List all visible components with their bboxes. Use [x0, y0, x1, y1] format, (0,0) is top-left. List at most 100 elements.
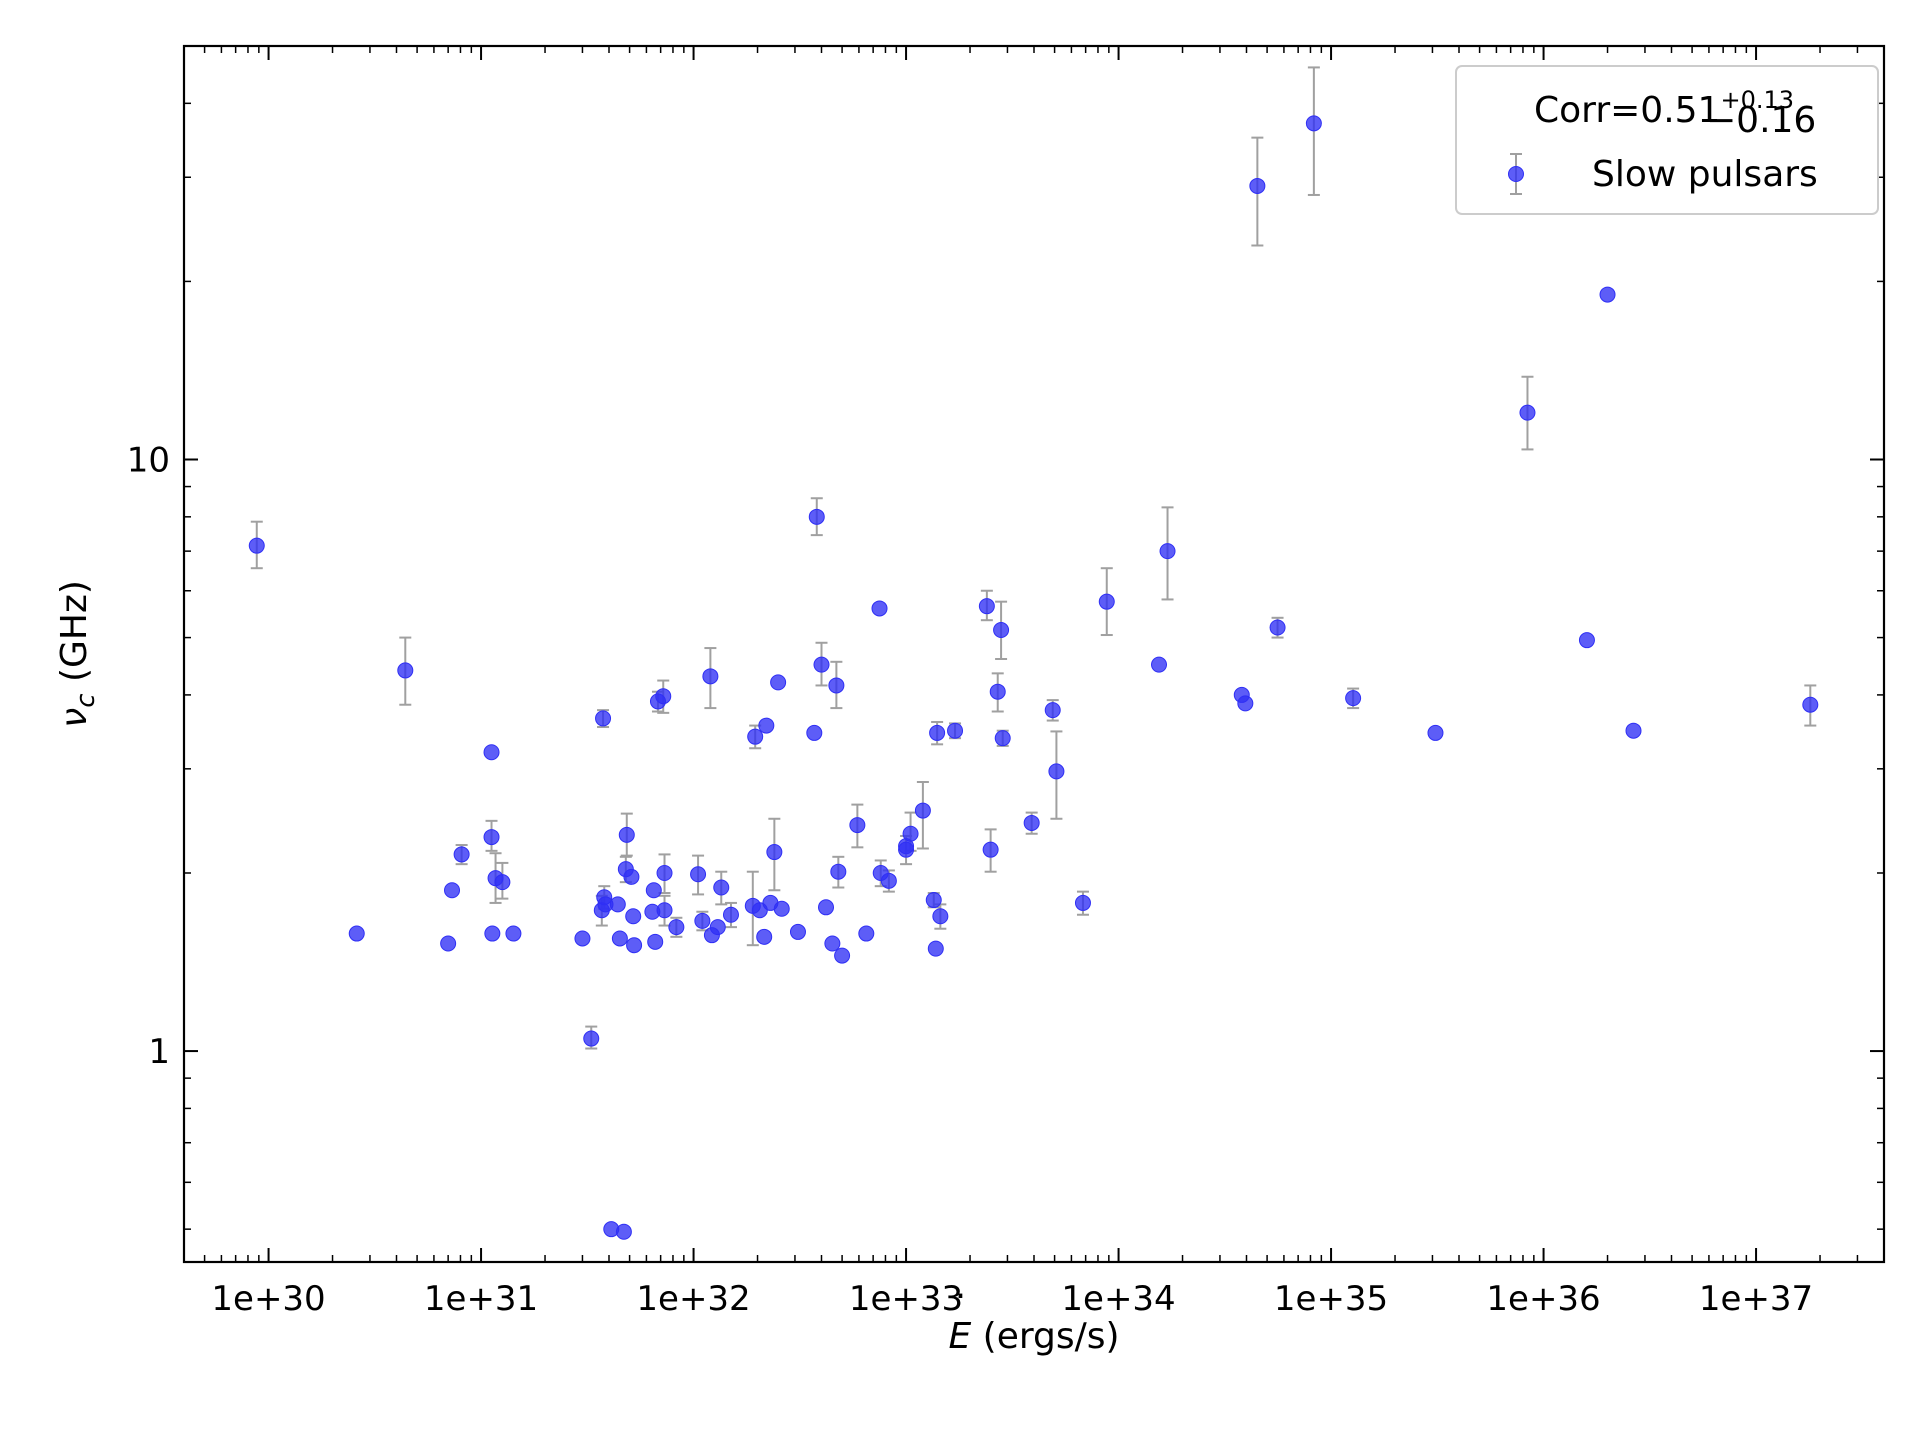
- data-point: [397, 662, 414, 679]
- data-point: [1345, 690, 1362, 707]
- data-point: [505, 925, 522, 942]
- data-point: [483, 744, 500, 761]
- data-point: [1249, 177, 1266, 194]
- data-point: [709, 919, 726, 936]
- y-axis-title-symbol: ν: [54, 708, 95, 728]
- data-point: [766, 844, 783, 861]
- data-point: [978, 598, 995, 615]
- data-point: [1048, 763, 1065, 780]
- data-point: [813, 656, 830, 673]
- data-point: [626, 937, 643, 954]
- data-point: [647, 933, 664, 950]
- data-point: [583, 1030, 600, 1047]
- data-point: [1098, 593, 1115, 610]
- data-point: [1269, 619, 1286, 636]
- x-tick-label: 1e+34: [1061, 1279, 1175, 1319]
- legend-correlation: Corr=0.51+0.13: [1534, 86, 1794, 131]
- data-point: [818, 899, 835, 916]
- data-point: [1599, 286, 1616, 303]
- data-point: [824, 935, 841, 952]
- x-tick-label: 1e+35: [1274, 1279, 1388, 1319]
- data-point: [898, 841, 915, 858]
- data-point: [1237, 695, 1254, 712]
- x-tick-label: 1e+33: [849, 1279, 963, 1319]
- y-tick-label: 10: [127, 440, 170, 480]
- tick-labels-layer: 1e+30 1e+31 1e+32 1e+33 1e+34 1e+35 1e+36 1e+37…: [127, 440, 1813, 1319]
- legend: Corr=0.51+0.13 −0.16 Slow pulsars: [1455, 65, 1879, 215]
- data-point: [902, 825, 919, 842]
- legend-corr-label: Corr=0.51: [1534, 90, 1720, 131]
- data-point: [623, 868, 640, 885]
- y-axis-title: νc (GHz): [54, 580, 101, 728]
- x-tick-label: 1e+30: [211, 1279, 325, 1319]
- x-tick-label: 1e+31: [424, 1279, 538, 1319]
- data-point: [440, 935, 457, 952]
- data-point: [611, 930, 628, 947]
- data-point: [880, 872, 897, 889]
- data-point: [453, 846, 470, 863]
- legend-corr-sub: −0.16: [1706, 100, 1816, 141]
- data-point: [615, 1223, 632, 1240]
- data-point: [656, 864, 673, 881]
- data-point: [947, 722, 964, 739]
- x-tick-label: 1e+32: [636, 1279, 750, 1319]
- data-point: [484, 925, 501, 942]
- data-point: [828, 677, 845, 694]
- data-point: [806, 724, 823, 741]
- data-point: [747, 728, 764, 745]
- legend-corr-sup: +0.13: [1720, 86, 1794, 114]
- data-point: [758, 717, 775, 734]
- y-axis-title-unit: (GHz): [54, 580, 95, 693]
- y-axis-title-subscript: c: [71, 694, 101, 708]
- data-point: [656, 902, 673, 919]
- points-layer: [248, 115, 1819, 1240]
- data-point: [609, 896, 626, 913]
- x-axis-title: E (ergs/s): [948, 1316, 1119, 1357]
- data-point: [770, 674, 787, 691]
- x-axis-title-unit: (ergs/s): [971, 1316, 1119, 1357]
- data-point: [1305, 115, 1322, 132]
- data-point: [668, 919, 685, 936]
- data-point: [1802, 696, 1819, 713]
- data-point: [494, 874, 511, 891]
- data-point: [1578, 632, 1595, 649]
- x-tick-label: 1e+36: [1486, 1279, 1600, 1319]
- data-point: [1074, 894, 1091, 911]
- data-point: [1519, 404, 1536, 421]
- data-point: [1625, 722, 1642, 739]
- data-point: [808, 508, 825, 525]
- data-point: [849, 817, 866, 834]
- data-point: [655, 688, 672, 705]
- data-point: [1159, 543, 1176, 560]
- data-point: [773, 900, 790, 917]
- data-point: [722, 906, 739, 923]
- data-point: [932, 908, 949, 925]
- legend-box: [1455, 65, 1879, 215]
- data-point: [574, 930, 591, 947]
- x-axis-title-symbol: E: [948, 1316, 971, 1357]
- x-axis-title-dot: ·: [955, 1276, 966, 1317]
- data-point: [1427, 724, 1444, 741]
- data-point: [993, 621, 1010, 638]
- data-point: [248, 537, 265, 554]
- data-point: [713, 879, 730, 896]
- legend-series-label: Slow pulsars: [1592, 154, 1818, 195]
- data-point: [1151, 656, 1168, 673]
- data-point: [914, 802, 931, 819]
- data-point: [830, 863, 847, 880]
- x-tick-label: 1e+37: [1699, 1279, 1813, 1319]
- data-point: [871, 600, 888, 617]
- data-point: [834, 947, 851, 964]
- legend-marker-swatch: [1508, 166, 1524, 182]
- data-point: [690, 866, 707, 883]
- ticks-layer: [183, 45, 1885, 1262]
- data-point: [989, 683, 1006, 700]
- data-point: [994, 730, 1011, 747]
- data-point: [444, 882, 461, 899]
- data-point: [756, 928, 773, 945]
- data-point: [1044, 702, 1061, 719]
- data-point: [929, 724, 946, 741]
- y-tick-label: 1: [148, 1032, 170, 1072]
- data-point: [1023, 814, 1040, 831]
